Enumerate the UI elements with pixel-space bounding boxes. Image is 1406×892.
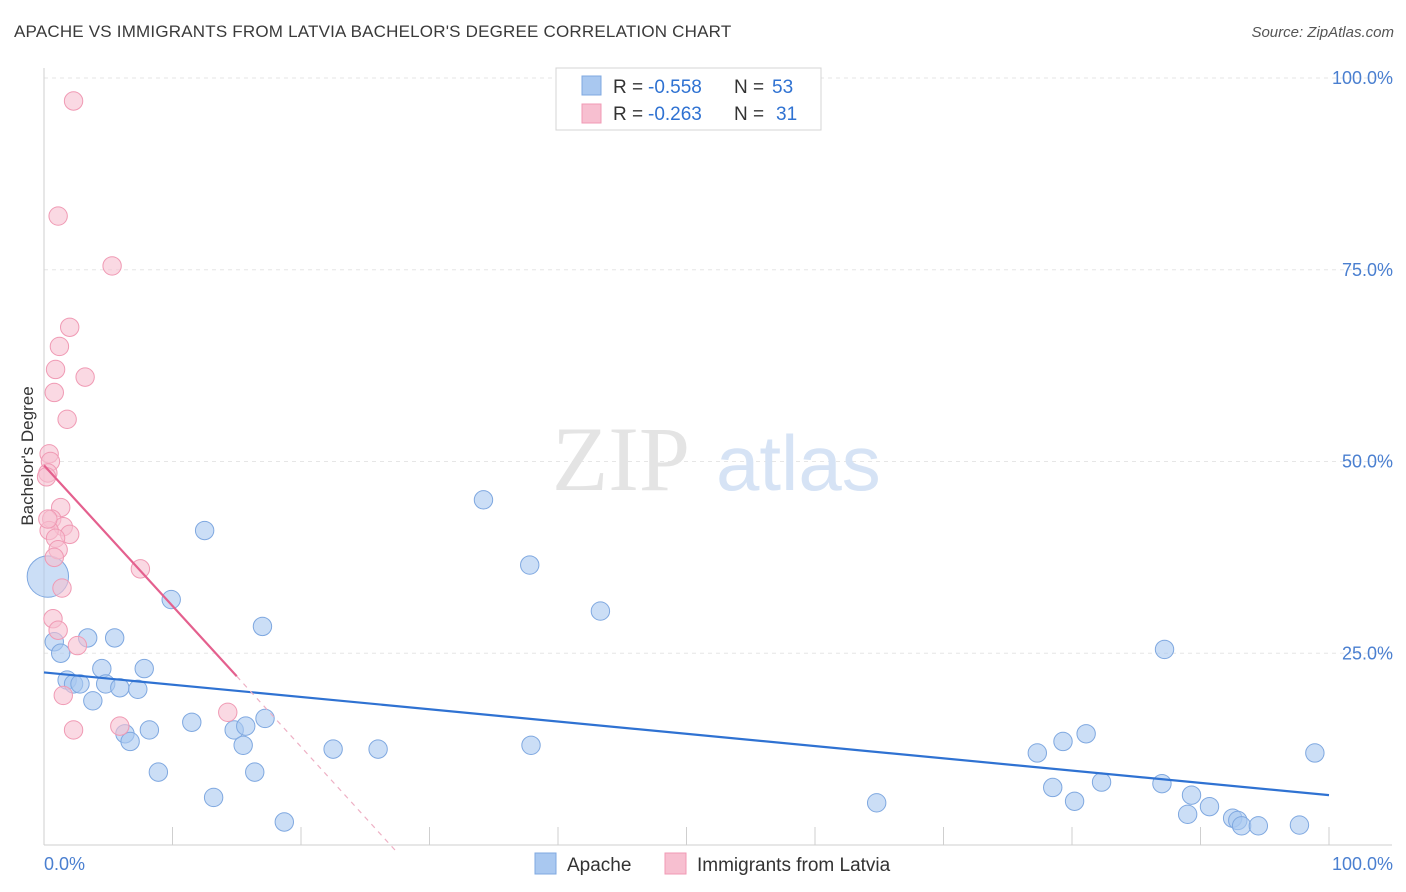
stats-n-label-apache: N = xyxy=(734,77,764,98)
point-latvia-27 xyxy=(63,720,84,740)
point-apache-15 xyxy=(134,658,154,679)
stats-r-value-latvia: -0.263 xyxy=(648,104,702,125)
stats-n-value-latvia: 31 xyxy=(776,104,797,125)
point-apache-5 xyxy=(70,674,90,694)
point-apache-38 xyxy=(1053,731,1073,752)
point-apache-18 xyxy=(161,589,181,610)
point-latvia-20 xyxy=(44,547,64,568)
point-apache-42 xyxy=(1152,773,1172,794)
point-apache-2 xyxy=(51,643,71,663)
point-apache-49 xyxy=(1231,816,1252,836)
point-apache-25 xyxy=(245,762,265,782)
point-apache-45 xyxy=(1181,785,1202,805)
point-latvia-8 xyxy=(57,409,77,430)
point-apache-16 xyxy=(139,720,160,740)
point-apache-37 xyxy=(1043,777,1063,798)
y-tick-label-2: 75.0% xyxy=(1342,260,1393,280)
point-latvia-25 xyxy=(67,635,88,656)
point-apache-34 xyxy=(590,601,611,621)
point-latvia-7 xyxy=(44,382,64,403)
point-apache-36 xyxy=(1027,743,1048,763)
point-latvia-3 xyxy=(59,317,80,337)
point-latvia-28 xyxy=(110,716,130,736)
point-latvia-5 xyxy=(45,359,66,380)
point-latvia-29 xyxy=(218,702,238,723)
point-apache-24 xyxy=(236,716,256,736)
point-apache-31 xyxy=(473,490,494,510)
point-apache-19 xyxy=(182,712,202,732)
point-apache-20 xyxy=(194,520,215,541)
point-apache-13 xyxy=(120,731,140,752)
watermark-atlas: atlas xyxy=(716,419,881,507)
point-apache-43 xyxy=(1154,639,1175,660)
source-label: Source: ZipAtlas.com xyxy=(1251,24,1394,41)
y-axis-label: Bachelor's Degree xyxy=(18,386,37,525)
y-tick-label-3: 100.0% xyxy=(1332,68,1393,88)
x-tick-label-0: 0.0% xyxy=(44,854,85,874)
point-latvia-4 xyxy=(49,336,70,357)
point-latvia-24 xyxy=(48,620,68,640)
point-latvia-12 xyxy=(36,467,57,487)
watermark-zip: ZIP xyxy=(552,408,690,510)
point-apache-7 xyxy=(83,691,103,711)
point-latvia-30 xyxy=(38,509,58,529)
data-points xyxy=(26,91,1325,836)
trend-line-latvia xyxy=(43,464,238,678)
trend-line-latvia-extension xyxy=(236,675,398,854)
y-tick-labels: 25.0% 50.0% 75.0% 100.0% xyxy=(1332,68,1393,663)
trend-line-apache xyxy=(43,671,1330,797)
stats-n-value-apache: 53 xyxy=(772,77,793,98)
point-apache-27 xyxy=(255,708,275,729)
chart-title: APACHE VS IMMIGRANTS FROM LATVIA BACHELO… xyxy=(14,22,732,41)
stats-swatch-latvia xyxy=(581,103,602,124)
legend-label-latvia: Immigrants from Latvia xyxy=(697,855,891,876)
stats-legend: R = -0.558 N = 53 R = -0.263 N = 31 xyxy=(555,67,822,131)
point-apache-28 xyxy=(274,812,294,832)
point-apache-29 xyxy=(323,739,343,759)
point-latvia-2 xyxy=(102,256,122,276)
x-tick-labels: 0.0% 100.0% xyxy=(44,854,1393,874)
point-apache-33 xyxy=(521,735,541,755)
point-apache-52 xyxy=(1305,743,1325,763)
y-tick-label-0: 25.0% xyxy=(1342,643,1393,663)
x-tick-label-1: 100.0% xyxy=(1332,854,1393,874)
stats-swatch-apache xyxy=(581,75,602,96)
point-apache-14 xyxy=(128,679,148,699)
point-apache-17 xyxy=(148,762,169,782)
legend-label-apache: Apache xyxy=(567,855,631,876)
point-latvia-22 xyxy=(52,578,72,598)
point-apache-40 xyxy=(1076,724,1096,744)
point-apache-41 xyxy=(1091,772,1112,792)
point-latvia-26 xyxy=(53,685,73,706)
point-apache-50 xyxy=(1248,816,1269,836)
point-apache-21 xyxy=(203,787,224,808)
point-apache-26 xyxy=(252,616,273,637)
point-apache-35 xyxy=(866,793,887,813)
trend-lines xyxy=(43,464,1330,854)
stats-r-value-apache: -0.558 xyxy=(648,77,702,98)
y-tick-label-1: 50.0% xyxy=(1342,452,1393,472)
point-apache-23 xyxy=(233,735,253,755)
legend-swatch-apache xyxy=(534,852,557,875)
point-apache-39 xyxy=(1064,791,1085,811)
point-apache-44 xyxy=(1177,804,1198,825)
stats-r-label-latvia: R = xyxy=(613,104,643,125)
watermark: ZIP atlas xyxy=(552,408,881,510)
grid-lines xyxy=(44,77,1392,654)
stats-r-label-apache: R = xyxy=(613,77,643,98)
point-apache-51 xyxy=(1289,815,1310,835)
point-latvia-1 xyxy=(48,206,68,226)
point-apache-46 xyxy=(1199,796,1220,817)
legend-swatch-latvia xyxy=(664,852,687,875)
point-apache-32 xyxy=(520,555,540,575)
series-legend: Apache Immigrants from Latvia xyxy=(534,852,891,876)
stats-n-label-latvia: N = xyxy=(734,104,764,125)
point-latvia-6 xyxy=(75,367,95,387)
x-tick-marks xyxy=(43,827,1330,845)
point-latvia-0 xyxy=(63,91,84,111)
point-apache-10 xyxy=(104,628,125,648)
point-apache-30 xyxy=(368,739,388,759)
